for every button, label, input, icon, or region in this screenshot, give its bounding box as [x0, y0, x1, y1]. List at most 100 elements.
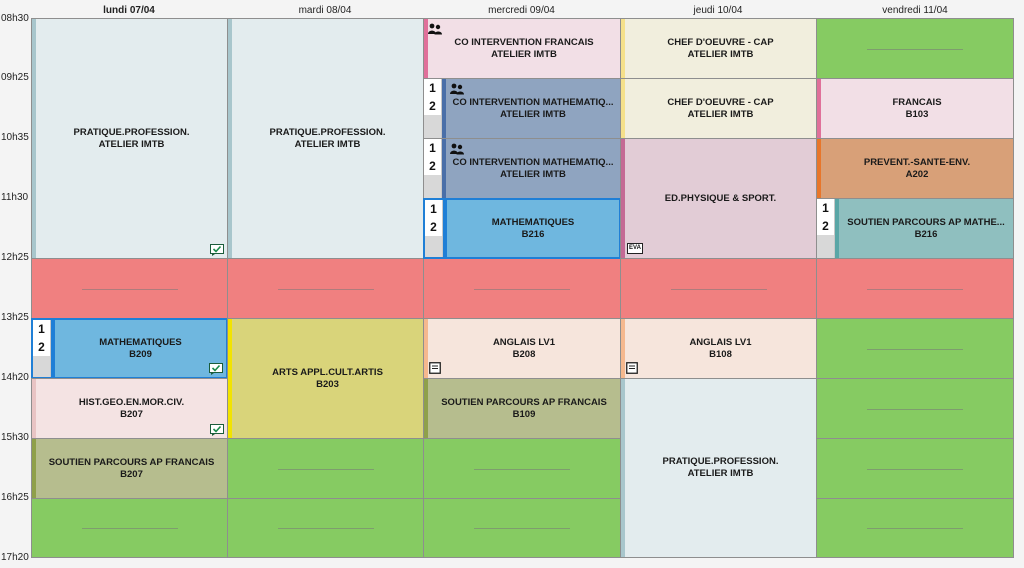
course-title: ARTS APPL.CULT.ARTIS	[272, 366, 383, 378]
time-label: 08h30	[1, 13, 29, 24]
check-comment-icon[interactable]	[210, 423, 224, 436]
lunch-slot-tuesday[interactable]	[227, 258, 424, 319]
time-label: 15h30	[1, 432, 29, 443]
time-label: 09h25	[1, 72, 29, 83]
free-slot[interactable]	[227, 438, 424, 499]
course-title: CHEF D'OEUVRE - CAP	[667, 36, 774, 48]
course-chef-doeuvre[interactable]: CHEF D'OEUVRE - CAP ATELIER IMTB	[620, 18, 817, 79]
course-ed-physique[interactable]: ED.PHYSIQUE & SPORT. EVA	[620, 138, 817, 259]
course-room: B216	[521, 228, 545, 240]
free-slot[interactable]	[31, 498, 228, 558]
course-title: ED.PHYSIQUE & SPORT.	[664, 192, 777, 204]
course-title: CO INTERVENTION MATHEMATIQ...	[452, 96, 614, 108]
free-slot[interactable]	[816, 378, 1014, 439]
free-slot[interactable]	[423, 498, 621, 558]
time-label: 11h30	[1, 192, 29, 203]
lunch-slot-monday[interactable]	[31, 258, 228, 319]
course-title: ANGLAIS LV1	[492, 336, 556, 348]
free-slot[interactable]	[816, 18, 1014, 79]
course-title: SOUTIEN PARCOURS AP FRANCAIS	[48, 456, 215, 468]
course-pratique-profession[interactable]: PRATIQUE.PROFESSION. ATELIER IMTB	[620, 378, 817, 558]
document-icon[interactable]	[429, 361, 443, 374]
course-pratique-profession[interactable]: PRATIQUE.PROFESSION. ATELIER IMTB	[227, 18, 424, 259]
course-title: SOUTIEN PARCOURS AP MATHE...	[847, 216, 1005, 228]
course-room: ATELIER IMTB	[500, 108, 566, 120]
course-anglais[interactable]: ANGLAIS LV1 B108	[620, 318, 817, 379]
lunch-slot-thursday[interactable]	[620, 258, 817, 319]
day-header-friday[interactable]: vendredi 11/04	[882, 5, 948, 16]
course-title: FRANCAIS	[892, 96, 942, 108]
course-room: ATELIER IMTB	[294, 138, 361, 150]
course-title: MATHEMATIQUES	[99, 336, 182, 348]
course-hist-geo[interactable]: HIST.GEO.EN.MOR.CIV. B207	[31, 378, 228, 439]
day-header-thursday[interactable]: jeudi 10/04	[693, 5, 743, 16]
free-slot[interactable]	[816, 318, 1014, 379]
time-label: 12h25	[1, 252, 29, 263]
document-icon[interactable]	[626, 361, 640, 374]
course-title: CHEF D'OEUVRE - CAP	[667, 96, 774, 108]
course-room: A202	[905, 168, 929, 180]
course-room: B208	[512, 348, 536, 360]
lunch-slot-friday[interactable]	[816, 258, 1014, 319]
course-prevention-sante[interactable]: PREVENT.-SANTE-ENV. A202	[816, 138, 1014, 199]
free-slot[interactable]	[227, 498, 424, 558]
course-title: CO INTERVENTION FRANCAIS	[454, 36, 594, 48]
course-room: B216	[914, 228, 938, 240]
check-comment-icon[interactable]	[209, 362, 223, 375]
course-title: SOUTIEN PARCOURS AP FRANCAIS	[441, 396, 607, 408]
course-title: MATHEMATIQUES	[491, 216, 575, 228]
course-room: B103	[905, 108, 929, 120]
course-room: B108	[709, 348, 732, 360]
course-room: B207	[120, 408, 143, 420]
course-anglais[interactable]: ANGLAIS LV1 B208	[423, 318, 621, 379]
time-label: 16h25	[1, 492, 29, 503]
course-arts-appliques[interactable]: ARTS APPL.CULT.ARTIS B203	[227, 318, 424, 439]
course-pratique-profession[interactable]: PRATIQUE.PROFESSION. ATELIER IMTB	[31, 18, 228, 259]
course-title: HIST.GEO.EN.MOR.CIV.	[78, 396, 185, 408]
course-francais[interactable]: FRANCAIS B103	[816, 78, 1014, 139]
course-title: PRATIQUE.PROFESSION.	[269, 126, 386, 138]
course-soutien-francais[interactable]: SOUTIEN PARCOURS AP FRANCAIS B207	[31, 438, 228, 499]
course-co-intervention-francais[interactable]: CO INTERVENTION FRANCAIS ATELIER IMTB	[423, 18, 621, 79]
course-room: ATELIER IMTB	[687, 108, 754, 120]
check-comment-icon[interactable]	[210, 243, 224, 256]
course-title: PRATIQUE.PROFESSION.	[662, 456, 779, 467]
lunch-slot-wednesday[interactable]	[423, 258, 621, 319]
course-room: ATELIER IMTB	[687, 48, 754, 60]
day-header-monday[interactable]: lundi 07/04	[103, 5, 155, 16]
time-label: 10h35	[1, 132, 29, 143]
course-soutien-francais[interactable]: SOUTIEN PARCOURS AP FRANCAIS B109	[423, 378, 621, 439]
course-room: ATELIER IMTB	[687, 468, 754, 479]
group-people-icon	[450, 142, 464, 155]
course-room: ATELIER IMTB	[500, 168, 566, 180]
time-label: 14h20	[1, 372, 29, 383]
day-header-tuesday[interactable]: mardi 08/04	[298, 5, 352, 16]
course-room: B209	[129, 348, 152, 360]
day-header-wednesday[interactable]: mercredi 09/04	[488, 5, 555, 16]
course-room: B203	[316, 378, 339, 390]
course-title: CO INTERVENTION MATHEMATIQ...	[452, 156, 614, 168]
free-slot[interactable]	[423, 438, 621, 499]
course-room: ATELIER IMTB	[98, 138, 165, 150]
course-title: PREVENT.-SANTE-ENV.	[863, 156, 971, 168]
course-chef-doeuvre[interactable]: CHEF D'OEUVRE - CAP ATELIER IMTB	[620, 78, 817, 139]
course-room: B109	[512, 408, 536, 420]
evaluation-icon[interactable]: EVA	[627, 243, 643, 254]
course-room: B207	[120, 468, 143, 480]
group-people-icon	[450, 82, 464, 95]
group-people-icon	[428, 22, 442, 35]
free-slot[interactable]	[816, 498, 1014, 558]
course-title: ANGLAIS LV1	[689, 336, 752, 348]
time-label: 17h20	[1, 552, 29, 563]
free-slot[interactable]	[816, 438, 1014, 499]
